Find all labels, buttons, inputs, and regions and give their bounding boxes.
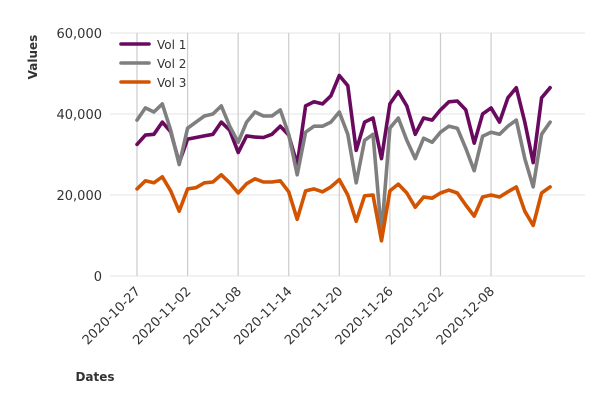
grid-layer bbox=[110, 32, 585, 277]
legend: Vol 1 Vol 2 Vol 3 bbox=[119, 38, 186, 90]
series-line bbox=[135, 173, 552, 243]
series-line bbox=[135, 102, 552, 236]
y-tick-label: 40,000 bbox=[57, 108, 103, 123]
y-axis-label: Values bbox=[26, 35, 40, 80]
legend-label: Vol 1 bbox=[157, 38, 186, 52]
y-tick-label: 20,000 bbox=[57, 189, 103, 204]
axis-layer: 020,00040,00060,0002020-10-272020-11-022… bbox=[57, 27, 498, 348]
legend-label: Vol 3 bbox=[157, 76, 186, 90]
y-tick-label: 60,000 bbox=[57, 27, 103, 42]
series-layer bbox=[135, 73, 552, 243]
series-line bbox=[135, 73, 552, 167]
x-axis-label: Dates bbox=[75, 370, 114, 384]
y-tick-label: 0 bbox=[94, 270, 102, 285]
legend-label: Vol 2 bbox=[157, 57, 186, 71]
